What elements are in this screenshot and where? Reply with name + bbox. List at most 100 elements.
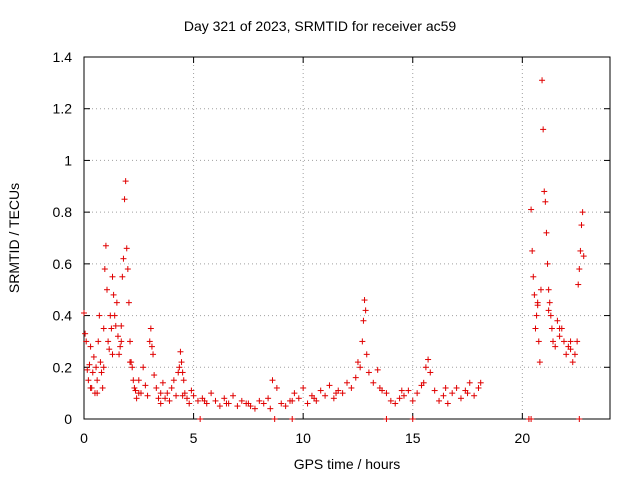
data-point	[400, 392, 407, 399]
y-tick-label: 1.2	[53, 101, 73, 117]
data-point	[101, 266, 108, 273]
data-point	[431, 387, 438, 394]
data-point	[330, 395, 337, 402]
data-point	[569, 359, 576, 366]
data-point	[540, 126, 547, 133]
x-tick-label: 0	[80, 430, 88, 446]
data-point	[197, 416, 204, 422]
data-point	[563, 351, 570, 358]
data-point	[357, 364, 364, 371]
data-point	[89, 369, 96, 376]
data-point	[157, 400, 164, 407]
data-point	[118, 338, 125, 345]
data-point	[552, 343, 559, 350]
data-point	[477, 379, 484, 386]
data-point	[87, 343, 94, 350]
data-point	[383, 416, 390, 422]
data-points	[81, 77, 587, 422]
y-tick-label: 0.8	[53, 204, 73, 220]
data-point	[110, 291, 117, 298]
grid-lines	[84, 57, 610, 419]
data-point	[352, 374, 359, 381]
data-point	[278, 400, 285, 407]
data-point	[576, 416, 583, 422]
data-point	[427, 369, 434, 376]
data-point	[122, 178, 129, 185]
data-point	[269, 377, 276, 384]
data-point	[177, 348, 184, 355]
data-point	[304, 400, 311, 407]
data-point	[392, 400, 399, 407]
data-point	[87, 384, 94, 391]
data-point	[132, 387, 139, 394]
data-point	[317, 387, 324, 394]
data-point	[150, 351, 157, 358]
plot-frame	[83, 56, 611, 420]
data-point	[188, 387, 195, 394]
data-point	[535, 338, 542, 345]
data-point	[444, 400, 451, 407]
data-point	[162, 395, 169, 402]
data-point	[135, 390, 142, 397]
data-point	[83, 338, 90, 345]
data-point	[104, 286, 111, 293]
data-point	[111, 312, 118, 319]
data-point	[125, 299, 132, 306]
data-point	[124, 266, 131, 273]
data-point	[546, 299, 553, 306]
data-point	[144, 392, 151, 399]
data-point	[544, 260, 551, 267]
data-point	[530, 273, 537, 280]
data-point	[96, 312, 103, 319]
data-point	[354, 359, 361, 366]
data-point	[190, 392, 197, 399]
data-point	[457, 395, 464, 402]
data-point	[398, 387, 405, 394]
data-point	[543, 229, 550, 236]
data-point	[117, 343, 124, 350]
data-point	[121, 196, 128, 203]
data-point	[93, 364, 100, 371]
data-point	[106, 346, 113, 353]
data-point	[289, 397, 296, 404]
data-point	[155, 395, 162, 402]
data-point	[560, 338, 567, 345]
data-point	[528, 206, 535, 213]
data-point	[289, 416, 296, 422]
data-point	[571, 351, 578, 358]
data-point	[567, 346, 574, 353]
data-point	[123, 245, 130, 252]
data-point	[179, 392, 186, 399]
data-point	[146, 338, 153, 345]
data-point	[383, 390, 390, 397]
y-tick-label: 1	[64, 152, 72, 168]
data-point	[129, 364, 136, 371]
data-point	[344, 379, 350, 386]
x-axis-label: GPS time / hours	[293, 456, 401, 472]
data-point	[99, 384, 106, 391]
data-point	[127, 359, 134, 366]
data-point	[251, 405, 258, 412]
data-point	[100, 325, 107, 332]
data-point	[556, 325, 563, 332]
data-point	[164, 390, 171, 397]
data-point	[528, 416, 535, 422]
data-point	[531, 291, 538, 298]
data-point	[374, 366, 381, 373]
y-tick-label: 0.2	[53, 359, 73, 375]
data-point	[409, 397, 416, 404]
data-point	[300, 384, 307, 391]
data-point	[579, 209, 586, 216]
data-point	[536, 359, 543, 366]
data-point	[471, 392, 478, 399]
data-point	[173, 392, 180, 399]
data-point	[442, 384, 449, 391]
data-point	[554, 317, 561, 324]
data-point	[221, 395, 228, 402]
data-point	[94, 390, 101, 397]
data-point	[178, 359, 185, 366]
y-axis-label: SRMTID / TECUs	[6, 182, 22, 294]
data-point	[84, 366, 91, 373]
data-point	[271, 416, 278, 422]
